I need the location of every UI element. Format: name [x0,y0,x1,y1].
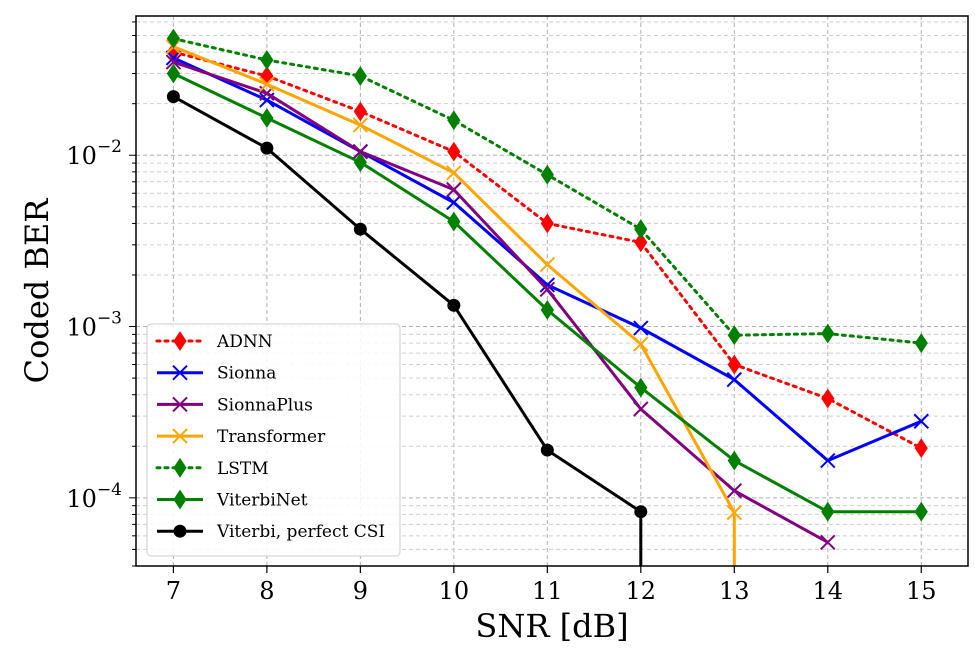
viterbinet-point [166,63,180,84]
x-tick-label: 15 [906,577,937,605]
legend-entry-viterbi-perfect-csi: Viterbi, perfect CSI [157,522,385,542]
viterbi-perfect-csi-point [260,141,274,155]
series-viterbinet [166,63,928,522]
legend-marker [172,364,188,381]
sionnaplus-point [633,401,649,417]
transformer-point [633,336,649,352]
legend-label: SionnaPlus [217,395,313,415]
adnn-point [540,213,554,234]
lstm-point [353,66,367,86]
x-tick-label: 8 [259,577,274,605]
legend: ADNN Sionna SionnaPlus Transformer LSTM Viter… [146,323,401,557]
viterbinet-point [914,501,928,522]
legend-marker [173,524,187,538]
lstm-point [727,325,741,346]
x-tick-label: 7 [166,577,181,605]
sionna-point [820,452,836,469]
legend-box [146,323,401,557]
series-viterbi-perfect-csi [166,90,648,566]
viterbinet-point [447,211,461,232]
viterbinet-point [353,152,367,173]
transformer-point [352,117,369,133]
viterbinet-point [821,501,835,522]
transformer-point [726,504,742,521]
series-lstm [166,28,928,354]
x-tick-label: 9 [353,577,368,605]
adnn-point [821,388,835,409]
transformer-line [172,45,736,566]
x-tick-label: 10 [439,577,470,605]
adnn-point [914,438,928,459]
lstm-point [260,50,274,70]
legend-entry-viterbinet: ViterbiNet [157,489,308,511]
legend-label: ViterbiNet [216,491,308,511]
legend-label: LSTM [217,459,269,479]
legend-entry-transformer: Transformer [157,427,326,447]
x-tick-label: 12 [626,577,657,605]
sionnaplus-point [820,534,836,551]
viterbi-perfect-csi-point [166,90,180,104]
legend-label: ADNN [216,332,273,352]
sionnaplus-point [352,143,369,160]
viterbi-perfect-csi-point [634,505,648,519]
series-layer [165,28,929,566]
sionnaplus-point [726,483,742,499]
legend-entry-sionna: Sionna [157,364,276,384]
sionna-point [446,194,462,211]
x-tick-label: 11 [532,577,563,605]
viterbinet-point [727,450,741,471]
legend-marker [173,457,187,478]
y-tick-label: 10−4 [66,480,122,513]
legend-label: Viterbi, perfect CSI [216,522,385,542]
lstm-point [166,28,180,49]
viterbinet-point [540,300,554,320]
viterbi-perfect-csi-point [540,443,554,457]
viterbinet-point [260,108,274,128]
sionna-point [633,320,649,336]
lstm-point [540,164,554,185]
y-axis-title: Coded BER [18,198,56,384]
adnn-point [634,232,648,253]
plot-frame [135,15,969,567]
legend-entry-sionnaplus: SionnaPlus [157,395,313,415]
sionna-point [726,371,742,388]
adnn-point [447,141,461,162]
series-transformer [165,39,742,566]
transformer-point [539,256,556,273]
sionna-point [539,277,556,293]
sionnaplus-point [165,54,182,70]
viterbi-perfect-csi-point [353,222,367,236]
lstm-point [447,110,461,131]
sionnaplus-point [539,281,556,297]
legend-marker [172,396,188,413]
adnn-point [727,354,741,375]
legend-marker [173,489,187,510]
viterbi-perfect-csi-point [447,298,461,312]
lstm-point [914,333,928,354]
series-sionna [165,50,929,469]
lstm-point [634,219,648,240]
viterbinet-point [634,377,648,398]
x-axis-title: SNR [dB] [475,607,628,645]
legend-marker [173,331,187,351]
transformer-point [446,165,462,181]
series-sionnaplus [165,54,836,551]
adnn-point [353,101,367,122]
y-tick-label: 10−2 [66,137,122,170]
x-tick-label: 14 [813,577,844,605]
transformer-point [259,76,275,92]
sionnaplus-point [446,181,462,198]
legend-entry-adnn: ADNN [155,331,273,352]
x-tick-label: 13 [719,577,750,605]
legend-label: Transformer [217,427,326,447]
y-tick-label: 10−3 [66,309,122,342]
sionna-point [913,413,929,429]
legend-label: Sionna [217,364,276,384]
lstm-point [821,323,835,344]
legend-marker [172,428,188,444]
legend-entry-lstm: LSTM [155,457,269,479]
axes: 7 8 9 10 11 12 13 14 15 10−2 10−3 10−4 [66,21,937,605]
sionnaplus-line [172,60,829,544]
